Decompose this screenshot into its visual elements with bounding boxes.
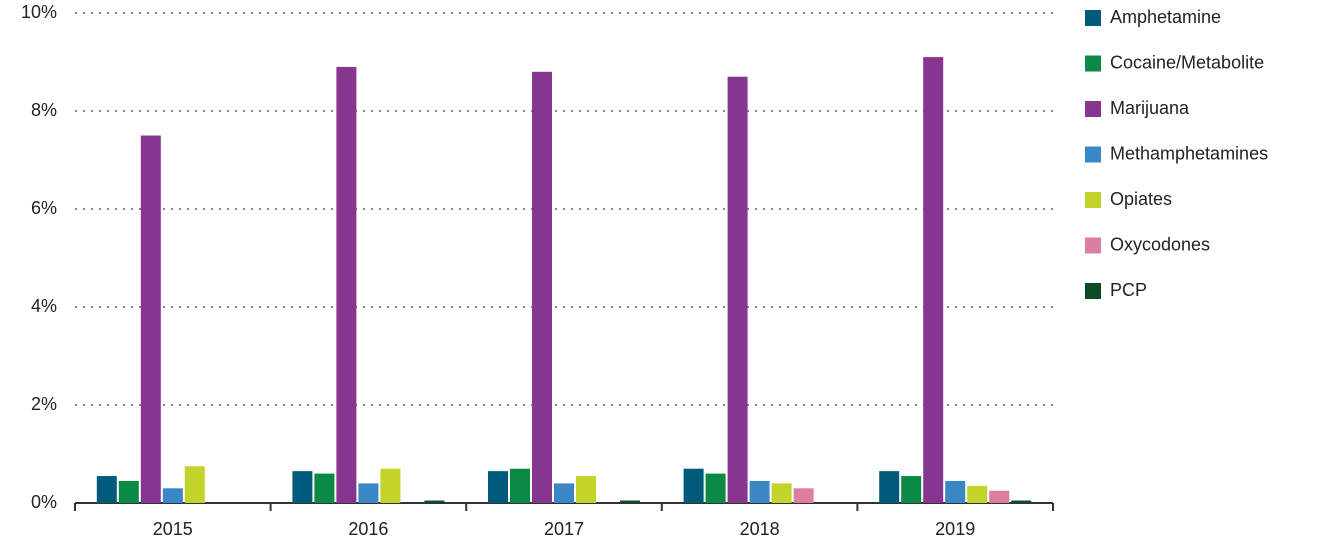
bar	[749, 480, 770, 503]
legend-swatch	[1085, 192, 1101, 208]
y-tick-label: 6%	[31, 198, 57, 218]
bar	[793, 488, 814, 503]
bar	[292, 471, 313, 503]
bar	[901, 476, 922, 503]
bar	[184, 466, 205, 503]
y-tick-label: 4%	[31, 296, 57, 316]
x-tick-label: 2018	[740, 519, 780, 539]
bar	[358, 483, 379, 503]
bar	[118, 480, 139, 503]
x-tick-label: 2019	[935, 519, 975, 539]
legend-swatch	[1085, 146, 1101, 163]
bar	[96, 476, 117, 503]
legend-label: Opiates	[1110, 189, 1172, 209]
legend-label: Marijuana	[1110, 98, 1190, 118]
bar	[771, 483, 792, 503]
bar	[576, 476, 596, 503]
bar	[380, 468, 401, 503]
y-tick-label: 0%	[31, 492, 57, 512]
bar	[336, 66, 357, 504]
bar	[140, 135, 161, 503]
legend-swatch	[1085, 283, 1101, 299]
legend-swatch	[1085, 55, 1101, 72]
bar	[532, 71, 552, 504]
bar	[989, 490, 1010, 503]
legend-swatch	[1085, 237, 1101, 254]
y-tick-label: 2%	[31, 394, 57, 414]
bar	[705, 473, 726, 503]
bar	[1011, 500, 1032, 503]
bar	[554, 483, 574, 503]
bar	[314, 473, 335, 503]
x-tick-label: 2015	[153, 519, 193, 539]
y-tick-label: 10%	[21, 2, 57, 22]
bar	[424, 500, 445, 503]
legend-swatch	[1085, 10, 1101, 26]
legend-swatch	[1085, 101, 1101, 117]
bar	[879, 471, 900, 503]
bar	[162, 488, 183, 503]
legend-label: Cocaine/Metabolite	[1110, 52, 1264, 72]
legend-label: Methamphetamines	[1110, 143, 1268, 163]
bar	[945, 480, 966, 503]
legend-label: Amphetamine	[1110, 7, 1221, 27]
x-tick-label: 2016	[348, 519, 388, 539]
legend-label: PCP	[1110, 280, 1147, 300]
legend-label: Oxycodones	[1110, 234, 1210, 254]
bar	[510, 468, 530, 503]
bar	[620, 500, 640, 503]
bar	[967, 485, 988, 503]
bar	[488, 471, 508, 503]
bar	[683, 468, 704, 503]
bar	[727, 76, 748, 503]
bar	[923, 57, 944, 503]
y-tick-label: 8%	[31, 100, 57, 120]
x-tick-label: 2017	[544, 519, 584, 539]
